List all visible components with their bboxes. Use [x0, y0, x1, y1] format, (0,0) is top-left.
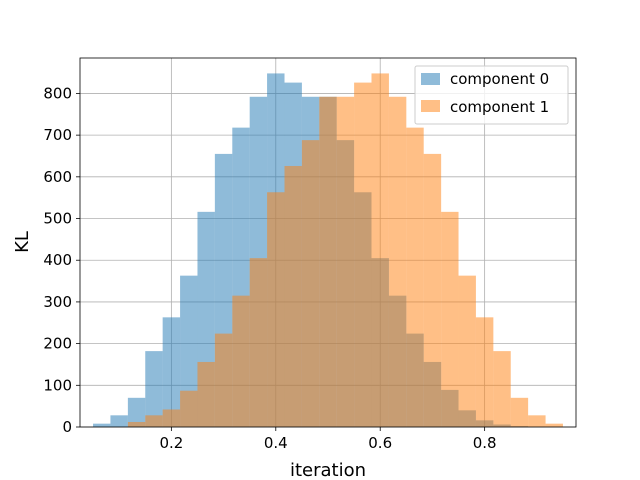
histogram-bar-component-1: [354, 82, 372, 427]
histogram-bar-component-1: [214, 333, 233, 427]
x-tick-label: 0.8: [473, 434, 497, 452]
y-tick-label: 100: [43, 376, 72, 394]
histogram-bar-component-1: [528, 415, 546, 427]
histogram-bar-component-1: [180, 390, 198, 427]
histogram-bar-component-1: [127, 421, 146, 427]
axes-frame: [79, 57, 577, 428]
histogram-bar-component-1: [458, 275, 476, 427]
y-tick-label: 500: [43, 210, 72, 228]
legend: component 0 component 1: [414, 65, 569, 125]
histogram-bar-component-0: [110, 415, 128, 427]
histogram-bar-component-1: [423, 153, 442, 427]
histogram-bar-component-1: [545, 423, 563, 427]
y-tick-label: 0: [62, 418, 72, 436]
histogram-bar-component-1: [267, 192, 285, 427]
y-tick-label: 400: [43, 251, 72, 269]
x-tick-label: 0.6: [368, 434, 392, 452]
histogram-bar-component-1: [441, 211, 459, 427]
histogram-bar-component-1: [336, 96, 355, 427]
y-axis-label: KL: [12, 231, 33, 253]
histogram-bar-component-1: [406, 127, 424, 428]
x-axis-label: iteration: [290, 460, 366, 480]
legend-swatch-component-1: [421, 100, 440, 112]
histogram-bar-component-1: [145, 415, 163, 427]
histogram-bar-component-1: [371, 73, 389, 427]
y-tick-label: 200: [43, 335, 72, 353]
legend-box: [414, 65, 569, 125]
histogram-bar-component-1: [493, 351, 511, 427]
y-tick-label: 300: [43, 293, 72, 311]
legend-label-component-0: component 0: [450, 70, 549, 88]
bars: [93, 73, 563, 428]
x-tick-label: 0.4: [264, 434, 288, 452]
histogram-bar-component-1: [510, 397, 529, 427]
ticks: 0.2 0.4 0.6 0.8 0 100 200 300 400 500 600 700 800: [43, 84, 496, 452]
histogram-bar-component-1: [319, 96, 337, 427]
histogram-bar-component-1: [162, 409, 181, 427]
y-tick-label: 600: [43, 168, 72, 186]
histogram-bar-component-1: [475, 317, 494, 427]
histogram-bar-component-0: [162, 317, 181, 427]
legend-label-component-1: component 1: [450, 98, 549, 116]
histogram-bar-component-0: [127, 397, 146, 427]
histogram-bar-component-1: [249, 258, 268, 427]
y-tick-label: 700: [43, 126, 72, 144]
histogram-bar-component-1: [301, 140, 320, 427]
histogram-bar-component-0: [145, 351, 163, 427]
x-tick-label: 0.2: [159, 434, 183, 452]
histogram-bar-component-1: [388, 96, 407, 427]
histogram-bar-component-1: [197, 361, 215, 427]
histogram-bar-component-1: [284, 165, 302, 427]
histogram-bar-component-0: [180, 275, 198, 427]
legend-swatch-component-0: [421, 73, 440, 85]
y-tick-label: 800: [43, 84, 72, 102]
histogram-bar-component-1: [232, 295, 250, 427]
histogram-bar-component-0: [93, 423, 111, 427]
